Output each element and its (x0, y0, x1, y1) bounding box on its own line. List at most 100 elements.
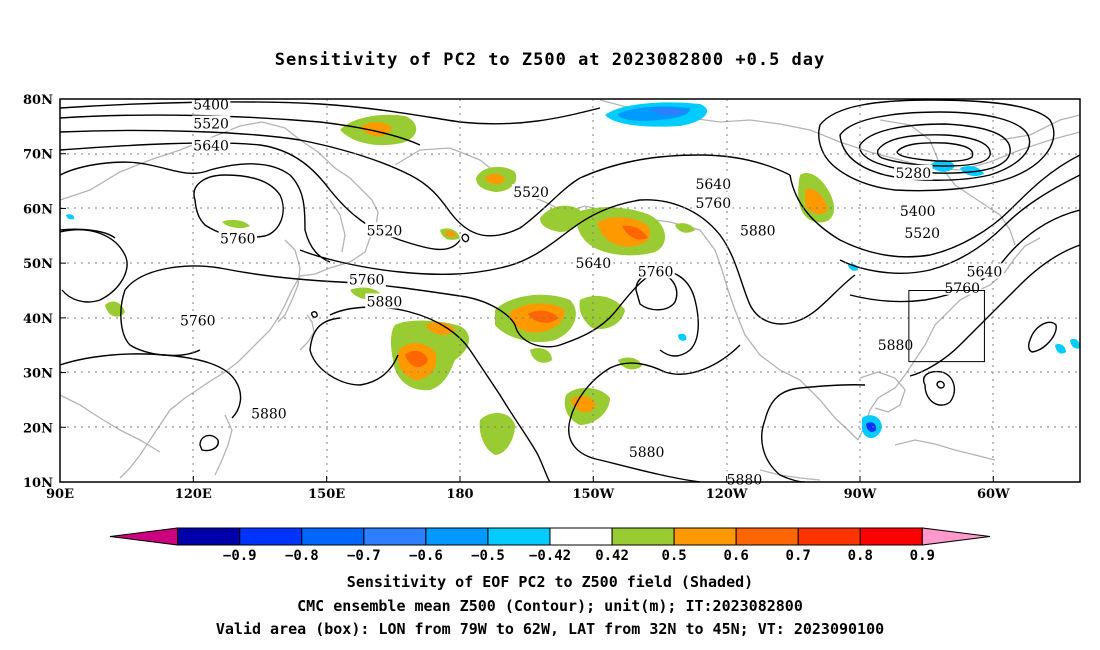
negative-region (1055, 343, 1066, 354)
contour-label: 5640 (575, 256, 611, 272)
colorbar-swatch (301, 527, 365, 546)
colorbar-label: 0.42 (595, 548, 629, 564)
contour-label: 5280 (895, 166, 931, 182)
contour-label-bg (903, 225, 942, 241)
contour-label: 5640 (695, 177, 731, 193)
contour-label-bg (636, 263, 675, 279)
positive-region (479, 413, 515, 455)
colorbar-label: −0.42 (529, 548, 571, 564)
positive-region (540, 205, 582, 232)
contour-label-bg (876, 337, 915, 353)
colorbar-swatch (549, 527, 613, 546)
colorbar-swatch (735, 527, 799, 546)
latitude-label: 80N (23, 93, 53, 108)
negative-region (650, 107, 688, 116)
contour-label-bg (218, 230, 257, 246)
latitude-labels: 80N 70N 60N 50N 40N 30N 20N 10N (23, 93, 66, 491)
positive-region (445, 230, 456, 237)
grid-lines (60, 99, 1080, 482)
positive-region (622, 225, 648, 240)
latitude-label: 10N (23, 476, 53, 491)
colorbar-label: −0.8 (285, 548, 319, 564)
positive-region (570, 395, 596, 413)
contour-label: 5760 (220, 232, 256, 248)
longitude-label: 120E (175, 487, 212, 502)
latitude-label: 40N (23, 312, 53, 327)
contour-label: 5880 (251, 407, 287, 423)
positive-region (530, 348, 552, 363)
contour-label: 5880 (740, 223, 776, 239)
colorbar-label: −0.5 (471, 548, 505, 564)
contour-label-bg (191, 115, 231, 131)
longitude-label: 180 (446, 487, 473, 502)
colorbar-high-triangle (921, 527, 991, 546)
contour-label-bg (191, 96, 231, 112)
colorbar-swatch (425, 527, 489, 546)
positive-region (485, 173, 505, 185)
colorbar-label: 0.9 (910, 548, 935, 564)
longitude-label: 90E (46, 487, 74, 502)
contour-label: 5520 (513, 185, 549, 201)
contour-label-bg (347, 271, 386, 287)
colorbar-swatch (673, 527, 737, 546)
contour-label: 5760 (180, 314, 216, 330)
contour-label-bg (178, 312, 217, 328)
map-frame (59, 98, 1081, 483)
contour-label-bg (965, 263, 1004, 279)
contour-label-bg (694, 194, 733, 210)
colorbar-swatch (239, 527, 303, 546)
contour-label-bg (511, 184, 551, 200)
longitude-label: 150E (308, 487, 345, 502)
contour-label: 5880 (878, 338, 914, 354)
contour-label-bg (627, 443, 666, 459)
contour-label-bg (942, 279, 982, 295)
positive-region (425, 322, 455, 335)
negative-region (66, 214, 75, 220)
positive-region (528, 310, 558, 323)
contour-label: 5880 (727, 472, 763, 488)
negative-region (678, 333, 687, 341)
contour-label-bg (365, 293, 404, 309)
latitude-label: 20N (23, 421, 53, 436)
colorbar-label: 0.7 (786, 548, 811, 564)
contour-label-bg (191, 137, 231, 153)
colorbar-label: −0.9 (223, 548, 257, 564)
longitude-label: 60W (977, 487, 1010, 502)
valid-area-box (908, 290, 985, 363)
contour-label-bg (738, 222, 777, 238)
contour-label: 5760 (349, 273, 385, 289)
positive-region (222, 219, 250, 229)
contour-label: 5880 (629, 445, 665, 461)
caption-valid-area: Valid area (box): LON from 79W to 62W, L… (215, 620, 885, 638)
caption-contour: CMC ensemble mean Z500 (Contour); unit(m… (297, 597, 803, 615)
longitude-labels: 90E 120E 150E 180 150W 120W 90W 60W (46, 476, 1010, 502)
sensitivity-shading (66, 102, 1080, 455)
negative-region (960, 166, 984, 176)
contour-label-bg (249, 405, 289, 421)
positive-region (405, 350, 428, 367)
colorbar-low-triangle (109, 527, 179, 546)
positive-region (579, 295, 625, 330)
colorbar-swatch (611, 527, 675, 546)
contour-labels: 5400552056405760576055205520564057605880… (178, 96, 1004, 488)
caption-shading: Sensitivity of EOF PC2 to Z500 field (Sh… (346, 573, 754, 591)
contour-label: 5400 (193, 97, 229, 113)
contour-label-bg (694, 175, 733, 191)
positive-region (105, 301, 125, 317)
contour-label-bg (574, 255, 613, 271)
contour-label: 5400 (900, 204, 936, 220)
colorbar-label: 0.8 (848, 548, 873, 564)
colorbar-swatch (487, 527, 551, 546)
contour-label: 5640 (193, 139, 229, 155)
colorbar-label: 0.5 (661, 548, 686, 564)
latitude-label: 50N (23, 257, 53, 272)
contour-label: 5520 (904, 226, 940, 242)
z500-contours (60, 99, 1080, 482)
longitude-label: 150W (572, 487, 614, 502)
colorbar-swatch (797, 527, 861, 546)
colorbar-label: 0.6 (724, 548, 749, 564)
colorbar-label: −0.7 (347, 548, 381, 564)
negative-region (848, 263, 858, 271)
colorbar: −0.9 −0.8 −0.7 −0.6 −0.5 −0.42 0.42 0.5 0.6 0.7 0.… (109, 527, 991, 564)
